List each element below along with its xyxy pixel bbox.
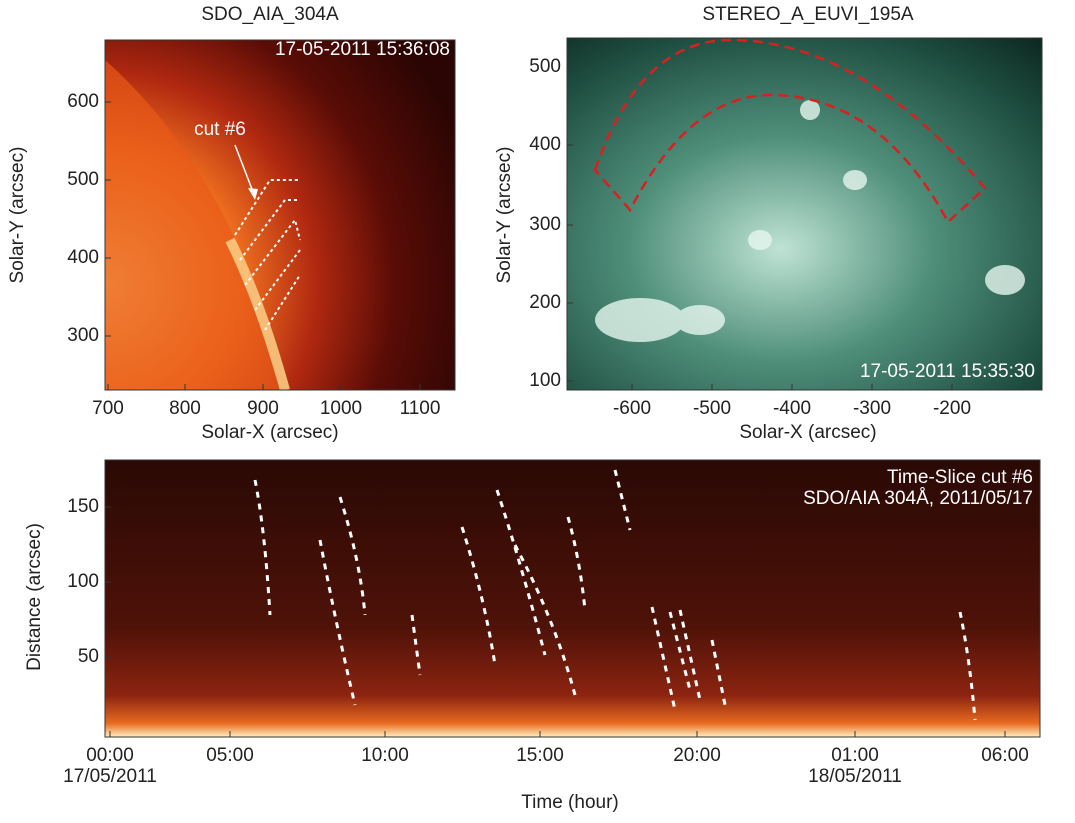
annotation: Time-Slice cut #6 xyxy=(887,467,1033,488)
region-outline xyxy=(593,38,987,225)
x-tick-label: 05:00 xyxy=(206,745,254,766)
frame xyxy=(566,37,1043,391)
x-tick-label: -200 xyxy=(933,398,971,419)
frame xyxy=(104,459,1041,738)
y-tick-label: 400 xyxy=(67,247,99,268)
x-tick-label: -300 xyxy=(853,398,891,419)
y-tick-label: 100 xyxy=(529,370,561,391)
x-tick-label: -400 xyxy=(773,398,811,419)
x-tick-label: 1100 xyxy=(400,398,441,419)
panel-title: SDO_AIA_304A xyxy=(201,4,339,25)
cut-grid xyxy=(234,179,301,331)
x-tick-label: 900 xyxy=(247,398,279,419)
x-tick-label: 10:00 xyxy=(361,745,409,766)
x-tick-label: 20:00 xyxy=(673,745,721,766)
y-tick-label: 300 xyxy=(529,214,561,235)
y-axis-label: Distance (arcsec) xyxy=(24,523,45,671)
timestamp: 17-05-2011 15:35:30 xyxy=(860,361,1035,382)
y-axis-label: Solar-Y (arcsec) xyxy=(494,147,515,284)
annotation: SDO/AIA 304Å, 2011/05/17 xyxy=(803,488,1033,509)
bright-regions xyxy=(595,100,1025,342)
x-tick-label: 15:00 xyxy=(516,745,564,766)
y-tick-label: 100 xyxy=(67,571,99,592)
x-tick-label: 700 xyxy=(92,398,124,419)
y-tick-label: 150 xyxy=(67,496,99,517)
x-axis-label: Solar-X (arcsec) xyxy=(201,422,338,443)
y-tick-label: 200 xyxy=(529,292,561,313)
y-tick-label: 500 xyxy=(529,56,561,77)
timestamp: 17-05-2011 15:36:08 xyxy=(275,39,450,60)
y-tick-label: 500 xyxy=(67,169,99,190)
arrow-head xyxy=(248,188,258,200)
x-tick-label: 01:00 xyxy=(831,745,879,766)
y-tick-label: 300 xyxy=(67,325,99,346)
x-tick-label: 800 xyxy=(169,398,201,419)
limb xyxy=(105,60,290,390)
date-label: 18/05/2011 xyxy=(808,766,902,787)
date-label: 17/05/2011 xyxy=(63,766,157,787)
arrow xyxy=(234,144,256,198)
x-tick-label: -600 xyxy=(613,398,651,419)
y-tick-label: 600 xyxy=(67,91,99,112)
x-tick-label: 00:00 xyxy=(86,745,134,766)
x-tick-label: 06:00 xyxy=(981,745,1029,766)
x-tick-label: -500 xyxy=(693,398,731,419)
x-axis-label: Time (hour) xyxy=(521,792,618,813)
panel-title: STEREO_A_EUVI_195A xyxy=(702,4,914,25)
x-axis-label: Solar-X (arcsec) xyxy=(739,422,876,443)
frame xyxy=(104,39,456,391)
annotation: cut #6 xyxy=(194,119,246,140)
track-lines xyxy=(253,469,977,721)
y-tick-label: 50 xyxy=(78,646,99,667)
y-axis-label: Solar-Y (arcsec) xyxy=(7,147,28,284)
y-tick-label: 400 xyxy=(529,134,561,155)
x-tick-label: 1000 xyxy=(320,398,362,419)
limb-bright xyxy=(225,237,290,392)
